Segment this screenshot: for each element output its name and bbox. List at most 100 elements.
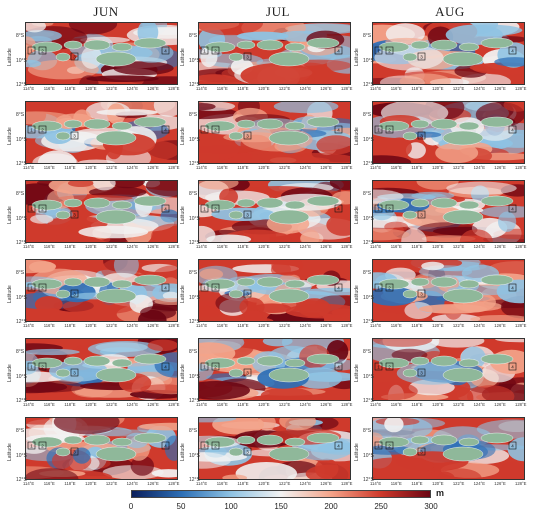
region-box-label: 1 xyxy=(203,49,206,54)
region-box-label: 3 xyxy=(246,450,249,455)
field-blob xyxy=(258,156,330,163)
x-tick-label: 116°E xyxy=(390,323,402,328)
x-tick-label: 120°E xyxy=(85,86,97,91)
region-box: 1 xyxy=(200,362,209,371)
x-tick-label: 118°E xyxy=(237,244,249,249)
region-box-label: 4 xyxy=(511,286,514,291)
field-blob xyxy=(139,422,177,431)
island-shape xyxy=(228,289,244,299)
x-tick-row: 114°E 116°E 118°E 120°E 122°E 124°E 126°E 128°E xyxy=(370,86,526,92)
island-shape xyxy=(111,437,133,447)
x-tick-label: 122°E xyxy=(105,402,118,407)
field-blob xyxy=(26,30,62,42)
x-tick-label: 114°E xyxy=(23,165,35,170)
y-tick-label: 12°S xyxy=(363,82,374,88)
region-box: 2 xyxy=(38,441,47,450)
x-tick-label: 114°E xyxy=(23,402,35,407)
field-blob xyxy=(199,181,239,190)
colorbar-unit: m xyxy=(436,488,445,498)
region-box-label: 4 xyxy=(164,49,167,54)
island-shape xyxy=(442,367,484,383)
y-tick-label: 10°S xyxy=(16,374,27,381)
region-box: 1 xyxy=(27,441,36,450)
field-blob xyxy=(401,228,427,242)
region-box: 4 xyxy=(161,441,170,450)
y-tick-label: 10°S xyxy=(189,137,200,144)
y-tick-label: 8°S xyxy=(189,427,198,434)
x-tick-label: 126°E xyxy=(494,165,506,170)
field-blob xyxy=(27,59,99,80)
y-tick-label: 8°S xyxy=(189,190,198,197)
island-shape xyxy=(31,120,63,132)
x-tick-row: 114°E 116°E 118°E 120°E 122°E 124°E 126°E 128°E xyxy=(370,244,526,250)
x-tick-label: 124°E xyxy=(299,323,312,328)
field-blob xyxy=(297,298,331,318)
y-axis-label: Latitude xyxy=(7,285,13,303)
region-box-label: 3 xyxy=(73,292,76,297)
island-shape xyxy=(480,195,514,207)
x-tick-label: 120°E xyxy=(258,323,270,328)
region-box-label: 3 xyxy=(73,213,76,218)
field-blob xyxy=(235,462,297,479)
colorbar-tick: 300 xyxy=(424,502,438,511)
x-tick-label: 116°E xyxy=(216,323,228,328)
x-tick-label: 120°E xyxy=(432,402,444,407)
x-tick-label: 118°E xyxy=(64,481,76,486)
y-tick-label: 8°S xyxy=(189,348,198,355)
y-tick-label: 8°S xyxy=(16,190,25,197)
island-shape xyxy=(268,446,310,462)
x-tick-row: 114°E 116°E 118°E 120°E 122°E 124°E 126°E 128°E xyxy=(370,402,526,408)
island-shape xyxy=(378,278,410,290)
x-tick-label: 120°E xyxy=(258,165,270,170)
y-tick-label: 10°S xyxy=(16,137,27,144)
island-shape xyxy=(204,357,236,369)
field-blob xyxy=(470,315,524,321)
region-box: 3 xyxy=(243,52,252,61)
x-tick-label: 114°E xyxy=(370,165,382,170)
field-blob xyxy=(206,234,252,242)
x-tick-label: 126°E xyxy=(147,244,159,249)
x-tick-label: 122°E xyxy=(452,86,465,91)
field-blob xyxy=(260,387,313,400)
x-tick-label: 120°E xyxy=(432,244,444,249)
map-panel: 1 2 3 4 xyxy=(372,101,525,164)
field-blob xyxy=(26,468,79,479)
x-tick-label: 124°E xyxy=(299,244,312,249)
region-box-label: 3 xyxy=(420,55,423,60)
region-box: 1 xyxy=(374,362,383,371)
island-shape xyxy=(480,432,514,444)
island-shape xyxy=(31,436,63,448)
region-box-label: 1 xyxy=(30,49,33,54)
x-tick-label: 118°E xyxy=(64,244,76,249)
x-tick-label: 116°E xyxy=(43,165,55,170)
y-tick-label: 8°S xyxy=(189,111,198,118)
region-box-label: 2 xyxy=(388,49,391,54)
x-tick-label: 124°E xyxy=(299,165,312,170)
region-box: 1 xyxy=(374,441,383,450)
island-shape xyxy=(228,52,244,62)
region-box-label: 4 xyxy=(164,444,167,449)
x-tick-label: 124°E xyxy=(473,244,486,249)
region-box: 3 xyxy=(70,289,79,298)
island-shape xyxy=(430,197,458,209)
island-shape xyxy=(410,119,430,129)
y-tick-label: 12°S xyxy=(363,477,374,483)
field-blob xyxy=(222,474,248,479)
y-tick-label: 12°S xyxy=(363,240,374,246)
island-shape xyxy=(111,121,133,131)
x-tick-label: 122°E xyxy=(278,323,291,328)
region-box: 1 xyxy=(200,125,209,134)
field-blob xyxy=(113,61,174,76)
x-tick-label: 126°E xyxy=(494,244,506,249)
island-shape xyxy=(430,355,458,367)
field-blob xyxy=(302,371,350,382)
region-box: 1 xyxy=(27,362,36,371)
island-shape xyxy=(236,356,256,366)
island-shape xyxy=(480,37,514,49)
field-blob xyxy=(279,418,316,431)
island-shape xyxy=(83,434,111,446)
island-shape xyxy=(63,40,83,50)
island-shape xyxy=(111,358,133,368)
field-blob xyxy=(78,225,149,239)
island-shape xyxy=(228,210,244,220)
